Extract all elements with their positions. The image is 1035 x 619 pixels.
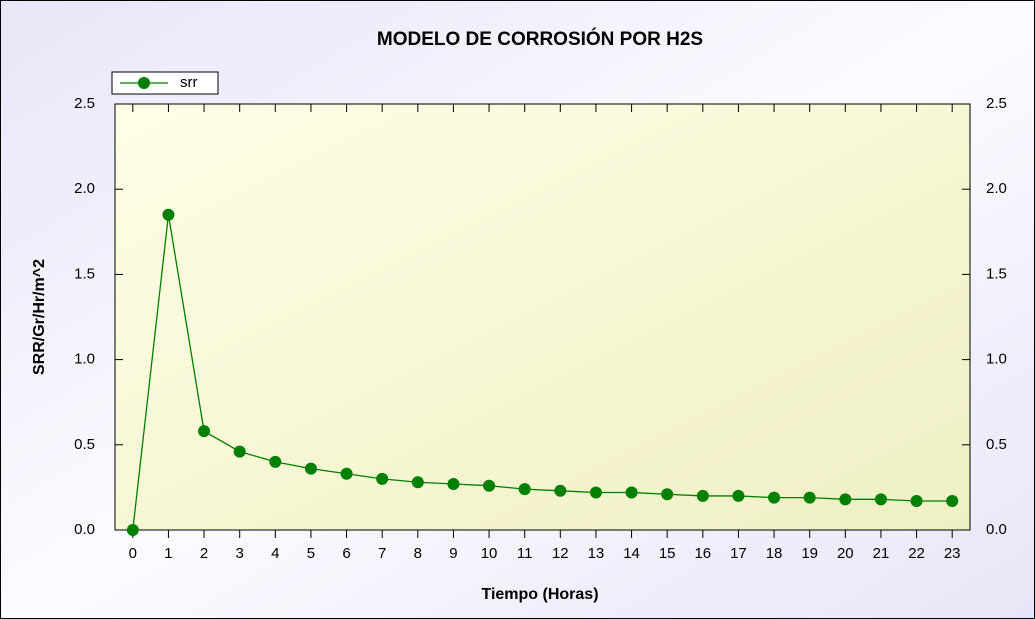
- data-point: [625, 486, 638, 499]
- y-axis-label: SRR/Gr/Hr/m^2: [31, 259, 48, 375]
- y-tick-label: 2.5: [74, 95, 95, 112]
- x-tick-label: 4: [271, 545, 279, 562]
- x-axis-label: Tiempo (Horas): [481, 586, 598, 603]
- data-point: [874, 493, 887, 506]
- data-point: [269, 455, 282, 468]
- data-point: [696, 489, 709, 502]
- data-point: [554, 484, 567, 497]
- data-point: [661, 488, 674, 501]
- x-tick-label: 7: [378, 545, 386, 562]
- data-point: [803, 491, 816, 504]
- data-point: [447, 477, 460, 490]
- y2-tick-label: 0.5: [986, 436, 1007, 453]
- y-tick-label: 1.0: [74, 351, 95, 368]
- data-point: [483, 479, 496, 492]
- data-point: [198, 425, 211, 438]
- x-tick-label: 23: [944, 545, 961, 562]
- y-tick-label: 0.0: [74, 521, 95, 538]
- data-point: [768, 491, 781, 504]
- x-tick-label: 14: [623, 545, 640, 562]
- data-point: [162, 208, 175, 221]
- data-point: [839, 493, 852, 506]
- y2-tick-label: 2.0: [986, 180, 1007, 197]
- x-tick-label: 16: [694, 545, 711, 562]
- x-tick-label: 11: [517, 545, 533, 562]
- legend-marker: [138, 77, 150, 89]
- data-point: [732, 489, 745, 502]
- legend-label: srr: [180, 74, 198, 91]
- x-tick-label: 10: [481, 545, 498, 562]
- y2-tick-label: 1.0: [986, 351, 1007, 368]
- x-tick-label: 6: [342, 545, 350, 562]
- x-tick-label: 1: [164, 545, 172, 562]
- x-tick-label: 13: [588, 545, 605, 562]
- x-tick-label: 17: [730, 545, 747, 562]
- plot-area: [114, 103, 971, 531]
- data-point: [910, 495, 923, 508]
- x-tick-label: 15: [659, 545, 676, 562]
- x-tick-label: 22: [908, 545, 925, 562]
- y-tick-label: 0.5: [74, 436, 95, 453]
- y2-tick-label: 2.5: [986, 95, 1007, 112]
- x-tick-label: 9: [449, 545, 457, 562]
- x-tick-label: 21: [873, 545, 890, 562]
- data-point: [376, 472, 389, 485]
- data-point: [946, 495, 959, 508]
- x-tick-label: 12: [552, 545, 569, 562]
- data-point: [340, 467, 353, 480]
- data-point: [233, 445, 246, 458]
- x-tick-label: 3: [236, 545, 244, 562]
- data-point: [589, 486, 602, 499]
- data-point: [304, 462, 317, 475]
- y-tick-label: 1.5: [74, 265, 95, 282]
- y2-tick-label: 0.0: [986, 521, 1007, 538]
- y-tick-label: 2.0: [74, 180, 95, 197]
- data-point: [126, 524, 139, 536]
- x-tick-label: 8: [414, 545, 422, 562]
- chart-title: MODELO DE CORROSIÓN POR H2S: [377, 28, 703, 50]
- y2-tick-label: 1.5: [986, 265, 1007, 282]
- x-tick-label: 19: [801, 545, 818, 562]
- x-tick-label: 2: [200, 545, 208, 562]
- x-tick-label: 5: [307, 545, 315, 562]
- x-tick-label: 0: [129, 545, 137, 562]
- data-point: [411, 476, 424, 489]
- x-tick-label: 18: [766, 545, 783, 562]
- x-tick-label: 20: [837, 545, 854, 562]
- data-point: [518, 483, 531, 496]
